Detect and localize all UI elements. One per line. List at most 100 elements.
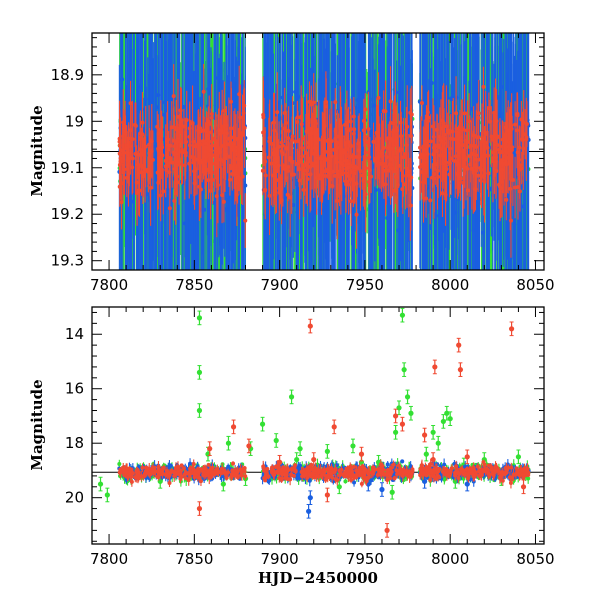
top-red-point (469, 166, 474, 171)
top-red-point (187, 126, 192, 131)
top-red-point (289, 172, 294, 177)
top-red-point (309, 126, 314, 131)
top-red-point (243, 218, 248, 223)
top-blue-point (427, 185, 432, 190)
top-red-point (397, 163, 402, 168)
top-red-point (150, 157, 155, 162)
top-red-point (476, 173, 481, 178)
top-red-point (192, 169, 197, 174)
top-red-point (187, 161, 192, 166)
top-red-point (293, 139, 298, 144)
top-red-point (163, 158, 168, 163)
top-blue-point (232, 103, 237, 108)
top-red-point (133, 151, 138, 156)
top-red-point (343, 179, 348, 184)
top-red-point (300, 154, 305, 159)
top-red-point (206, 178, 211, 183)
top-red-point (460, 143, 465, 148)
top-red-point (208, 156, 213, 161)
top-red-point (428, 198, 433, 203)
top-red-point (143, 167, 148, 172)
top-panel-data (92, 33, 544, 270)
top-red-point (167, 170, 172, 175)
top-red-point (198, 187, 203, 192)
top-red-point (453, 159, 458, 164)
top-red-point (476, 115, 481, 120)
top-red-point (210, 143, 215, 148)
top-red-point (430, 124, 435, 129)
top-red-point (440, 191, 445, 196)
top-red-point (494, 168, 499, 173)
top-red-point (273, 192, 278, 197)
top-red-point (352, 127, 357, 132)
top-red-point (301, 187, 306, 192)
top-blue-point (145, 191, 150, 196)
top-red-point (323, 104, 328, 109)
top-red-point (520, 137, 525, 142)
top-red-point (286, 129, 291, 134)
top-red-point (380, 151, 385, 156)
top-red-point (457, 150, 462, 155)
top-red-point (221, 199, 226, 204)
top-red-point (269, 161, 274, 166)
top-red-point (401, 155, 406, 160)
top-red-point (267, 135, 272, 140)
top-red-point (276, 163, 281, 168)
top-red-point (280, 150, 285, 155)
top-red-point (307, 99, 312, 104)
top-red-point (492, 110, 497, 115)
top-red-point (378, 161, 383, 166)
top-red-point (465, 139, 470, 144)
top-red-point (333, 100, 338, 105)
top-red-point (462, 111, 467, 116)
top-red-point (349, 154, 354, 159)
top-red-point (361, 178, 366, 183)
top-red-point (145, 169, 150, 174)
top-red-point (497, 182, 502, 187)
top-red-point (158, 193, 163, 198)
top-red-point (467, 154, 472, 159)
top-red-point (217, 128, 222, 133)
top-red-point (126, 156, 131, 161)
top-red-point (155, 124, 160, 129)
top-red-point (383, 182, 388, 187)
top-red-point (498, 144, 503, 149)
top-red-point (128, 101, 133, 106)
top-red-point (351, 165, 356, 170)
top-red-point (138, 135, 143, 140)
top-red-point (219, 157, 224, 162)
top-red-point (420, 170, 425, 175)
top-red-point (348, 143, 353, 148)
top-red-point (318, 156, 323, 161)
top-red-point (129, 128, 134, 133)
top-red-point (346, 128, 351, 133)
top-blue-point (152, 128, 157, 133)
top-red-point (486, 171, 491, 176)
top-red-point (175, 159, 180, 164)
top-red-point (228, 99, 233, 104)
top-red-point (222, 108, 227, 113)
top-red-point (312, 151, 317, 156)
top-red-point (304, 162, 309, 167)
top-red-point (174, 139, 179, 144)
top-red-point (409, 112, 414, 117)
top-blue-point (468, 106, 473, 111)
top-red-point (515, 184, 520, 189)
top-red-point (165, 143, 170, 148)
top-blue-point (230, 190, 235, 195)
top-red-point (295, 120, 300, 125)
top-red-point (227, 177, 232, 182)
top-red-point (440, 118, 445, 123)
top-red-point (375, 147, 380, 152)
top-red-point (405, 124, 410, 129)
top-red-point (444, 124, 449, 129)
top-red-point (117, 162, 122, 167)
top-red-point (369, 174, 374, 179)
top-red-point (437, 134, 442, 139)
top-red-point (424, 196, 429, 201)
top-red-point (261, 130, 266, 135)
top-red-point (119, 200, 124, 205)
top-red-point (215, 183, 220, 188)
top-red-point (161, 189, 166, 194)
